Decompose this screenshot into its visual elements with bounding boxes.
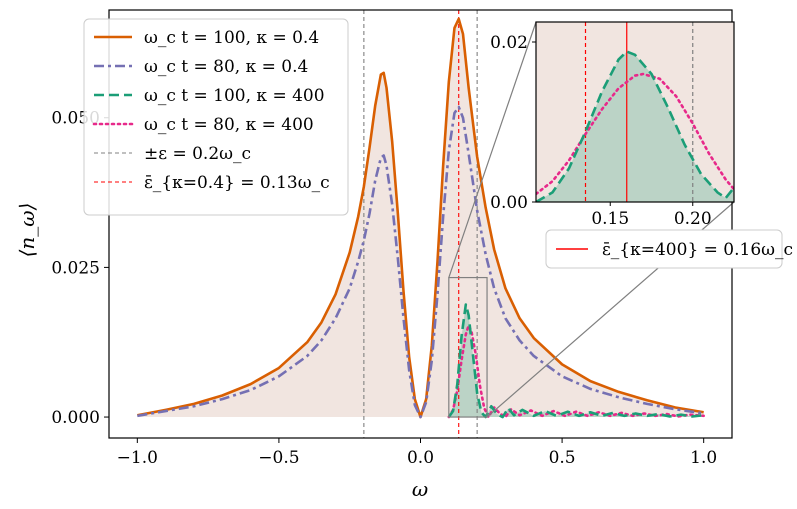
legend-label: ε̄_{κ=0.4} = 0.13ω_c (144, 173, 330, 193)
legend-box (83, 18, 349, 216)
legend-label: ω_c t = 80, κ = 400 (144, 115, 314, 135)
legend-label: ±ε = 0.2ω_c (144, 144, 251, 164)
inset-x-tick-label: 0.20 (674, 209, 712, 229)
x-tick-label: 0.5 (549, 448, 576, 468)
x-axis-title: ω (412, 477, 428, 501)
inset-x-axis: 0.15 0.20 (591, 202, 712, 229)
inset-plot: 0.15 0.20 0.00 0.02 ε̄_{κ=400} = 0.16ω_c (490, 21, 793, 269)
legend-label: ω_c t = 80, κ = 0.4 (144, 57, 308, 77)
inset-y-tick-label: 0.00 (490, 193, 528, 213)
legend-label: ω_c t = 100, κ = 400 (144, 86, 325, 106)
inset-x-tick-label: 0.15 (591, 209, 629, 229)
inset-series-line (536, 72, 734, 196)
inset-connector-top (448, 21, 537, 278)
legend: ω_c t = 100, κ = 0.4 ω_c t = 80, κ = 0.4 ω… (83, 18, 349, 216)
inset-legend-label: ε̄_{κ=400} = 0.16ω_c (602, 240, 793, 260)
inset-series-line (536, 50, 734, 202)
inset-frame (535, 21, 735, 203)
x-axis: −1.0 −0.5 0.0 0.5 1.0 (117, 438, 717, 468)
x-tick-label: 1.0 (690, 448, 717, 468)
series-line (137, 105, 704, 419)
inset-legend-box (545, 229, 783, 269)
y-tick-label: 0.025 (51, 258, 100, 278)
legend-label: ω_c t = 100, κ = 0.4 (144, 28, 319, 48)
zoom-region-box (448, 276, 488, 418)
x-tick-label: 0.0 (407, 448, 434, 468)
series-line (447, 303, 704, 419)
x-tick-label: −1.0 (117, 448, 158, 468)
y-axis-title: ⟨n_ω⟩ (15, 203, 39, 258)
area-fill-kappa-400 (448, 304, 704, 418)
inset-y-axis: 0.00 0.02 (490, 33, 536, 213)
y-tick-label: 0.000 (51, 408, 100, 428)
inset-legend: ε̄_{κ=400} = 0.16ω_c (545, 229, 793, 269)
inset-y-tick-label: 0.02 (490, 33, 528, 53)
x-tick-label: −0.5 (258, 448, 299, 468)
